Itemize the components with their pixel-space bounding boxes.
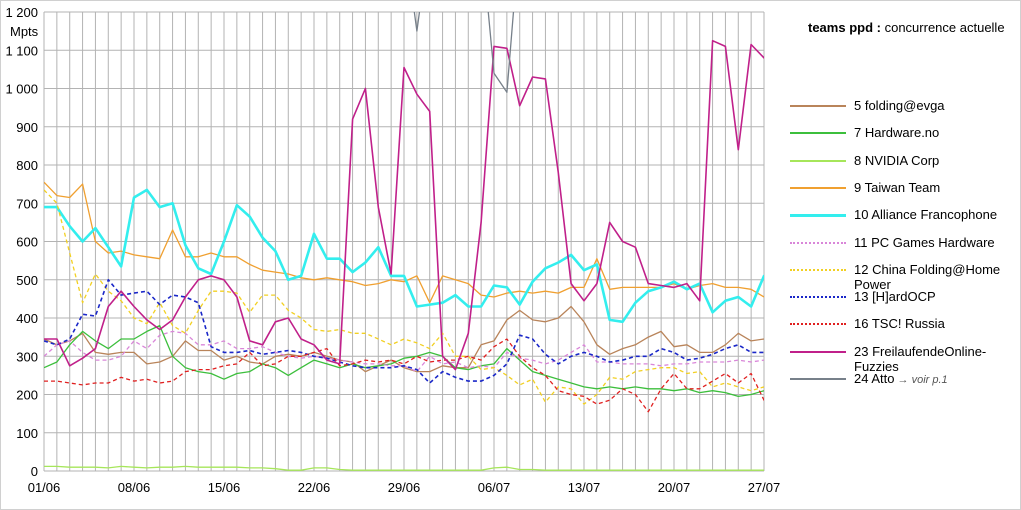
grid-layer [43,11,765,472]
legend-swatch [790,132,846,135]
legend-label: 10 Alliance Francophone [854,207,1019,222]
legend-swatch [790,105,846,107]
axis-layer [43,12,764,472]
legend-series-name: 23 FreilaufendeOnline-Fuzzies [854,343,987,374]
legend-label: 23 FreilaufendeOnline-Fuzzies [854,344,1019,374]
y-tick-label: 800 [16,158,38,173]
y-tick-label: 0 [31,464,38,479]
series-layer [44,12,764,471]
legend-label: 24 Atto → voir p.1 [854,371,1019,388]
legend-swatch [790,268,846,271]
y-tick-label: 900 [16,120,38,135]
x-tick-label: 08/06 [118,480,151,495]
y-tick-label: 500 [16,273,38,288]
x-tick-label: 15/06 [208,480,241,495]
y-axis-label: Mpts [10,24,39,39]
legend-swatch [790,214,846,218]
legend-title-bold: teams ppd : [808,20,881,35]
legend-swatch [790,378,846,380]
legend-swatch [790,241,846,244]
legend-series-name: 7 Hardware.no [854,125,940,141]
series-group [44,12,764,471]
legend-title: teams ppd : concurrence actuelle [808,20,1005,35]
y-tick-label: 300 [16,349,38,364]
legend-series-name: 8 NVIDIA Corp [854,152,940,168]
y-tick-label: 600 [16,235,38,250]
legend-swatch [790,350,846,353]
y-tick-label: 700 [16,196,38,211]
legend-swatch [790,296,846,299]
series-line-8 [44,338,764,413]
series-line-10 [413,12,515,93]
legend-title-text: concurrence actuelle [884,20,1005,35]
legend-series-name: 12 China Folding@Home Power [854,261,1001,292]
legend-series-name: 9 Taiwan Team [854,179,941,195]
x-tick-label: 22/06 [298,480,331,495]
series-line-5 [44,330,764,373]
x-tick-label: 29/06 [388,480,421,495]
legend-note: → voir p.1 [894,374,948,386]
y-tick-label: 1 000 [5,82,38,97]
legend-label: 5 folding@evga [854,98,1019,113]
x-tick-label: 20/07 [658,480,691,495]
y-tick-label: 1 200 [5,5,38,20]
legend-series-name: 13 [H]ardOCP [854,289,936,305]
series-line-6 [44,189,764,405]
series-line-9 [44,39,764,371]
legend-label: 13 [H]ardOCP [854,289,1019,304]
x-tick-label: 01/06 [28,480,61,495]
legend-label: 8 NVIDIA Corp [854,153,1019,168]
series-line-7 [44,279,764,384]
series-line-4 [44,188,764,324]
legend-label: 7 Hardware.no [854,125,1019,140]
y-tick-label: 200 [16,388,38,403]
legend-swatch [790,159,846,162]
y-tick-label: 400 [16,311,38,326]
legend-swatch [790,186,846,189]
legend-label: 16 TSC! Russia [854,316,1019,331]
series-line-3 [44,181,764,304]
legend-label: 9 Taiwan Team [854,180,1019,195]
series-line-1 [44,324,764,398]
y-tick-label: 100 [16,426,38,441]
y-tick-label: 1 100 [5,43,38,58]
legend-series-name: 10 Alliance Francophone [854,207,998,223]
legend-series-name: 5 folding@evga [854,98,945,113]
legend-series-name: 16 TSC! Russia [854,316,945,332]
legend-label: 12 China Folding@Home Power [854,262,1019,292]
legend-swatch [790,323,846,326]
legend-series-name: 24 Atto [854,371,895,386]
x-tick-label: 13/07 [568,480,601,495]
series-line-2 [44,465,764,471]
x-tick-label: 06/07 [478,480,511,495]
legend-series-name: 11 PC Games Hardware [854,234,995,250]
legend-label: 11 PC Games Hardware [854,235,1019,250]
x-tick-label: 27/07 [748,480,781,495]
tick-label-layer: 0 100 200 300 400 500 600 700 800 900 1 000 1 100 1 … [5,5,780,495]
series-line-0 [44,305,764,373]
